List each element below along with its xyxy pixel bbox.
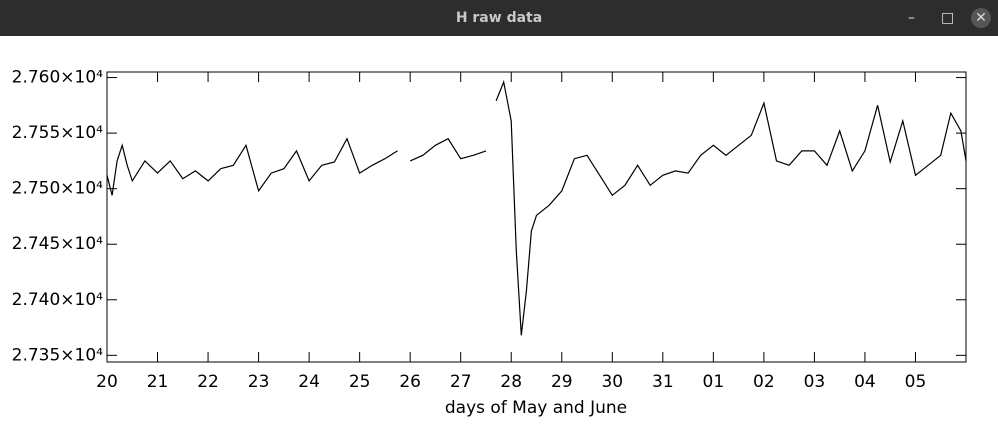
title-bar: H raw data – □ ✕ — [0, 0, 998, 36]
x-tick-label: 28 — [500, 372, 522, 392]
y-tick-label: 2.755×10⁴ — [12, 123, 104, 143]
x-tick-label: 22 — [197, 372, 219, 392]
x-tick-label: 21 — [147, 372, 169, 392]
y-tick-label: 2.735×10⁴ — [12, 345, 104, 365]
x-tick-label: 31 — [652, 372, 674, 392]
x-tick-label: 02 — [753, 372, 775, 392]
chart: days of May and June 2.735×10⁴ 2.740×10⁴ 2… — [12, 68, 967, 418]
close-button[interactable]: ✕ — [971, 8, 991, 28]
x-tick-label: 04 — [854, 372, 876, 392]
x-tick-label: 05 — [905, 372, 927, 392]
x-tick-label: 24 — [298, 372, 320, 392]
x-tick-label: 26 — [399, 372, 421, 392]
y-tick-label: 2.750×10⁴ — [12, 179, 104, 199]
x-tick-label: 01 — [703, 372, 725, 392]
x-axis-label: days of May and June — [445, 398, 627, 418]
window-title: H raw data — [455, 10, 543, 26]
x-tick-label: 23 — [248, 372, 270, 392]
x-tick-label: 29 — [551, 372, 573, 392]
y-tick-label: 2.760×10⁴ — [12, 68, 104, 88]
y-tick-label: 2.745×10⁴ — [12, 234, 104, 254]
maximize-button[interactable]: □ — [941, 10, 955, 26]
x-tick-label: 20 — [96, 372, 118, 392]
x-tick-label: 03 — [804, 372, 826, 392]
x-tick-label: 30 — [601, 372, 623, 392]
minimize-button[interactable]: – — [908, 10, 915, 26]
y-tick-label: 2.740×10⁴ — [12, 290, 104, 310]
x-tick-label: 25 — [349, 372, 371, 392]
x-tick-label: 27 — [450, 372, 472, 392]
data-line — [106, 79, 967, 336]
plot-frame — [106, 71, 967, 363]
